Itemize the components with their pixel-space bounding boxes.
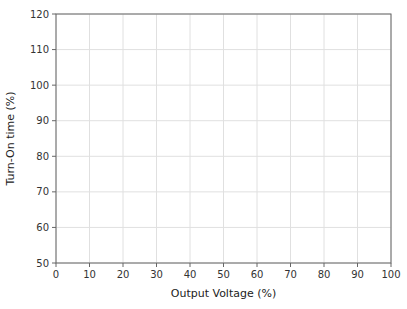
tick-label-x: 80	[318, 269, 331, 280]
axes: 0 10 20 30 40 50 60 70 80 90 100 50 60 70 80 90 100 110 12…	[30, 9, 401, 281]
grid-line-x	[123, 14, 124, 263]
tick-label-y: 70	[36, 186, 49, 197]
chart-container: 0 10 20 30 40 50 60 70 80 90 100 50 60 70 80 90 100 110 12…	[0, 0, 407, 309]
tick-y	[52, 120, 56, 121]
tick-label-x: 90	[351, 269, 364, 280]
tick-y	[52, 14, 56, 15]
tick-label-y: 110	[30, 44, 49, 55]
tick-label-x: 50	[217, 269, 230, 280]
grid-line-y	[56, 227, 391, 228]
grid-line-x	[290, 14, 291, 263]
tick-label-y: 120	[30, 9, 49, 20]
tick-label-x: 40	[184, 269, 197, 280]
grid-line-x	[257, 14, 258, 263]
grid-line-x	[156, 14, 157, 263]
grid-line-x	[357, 14, 358, 263]
chart: 0 10 20 30 40 50 60 70 80 90 100 50 60 70 80 90 100 110 12…	[0, 0, 407, 309]
tick-label-y: 60	[36, 222, 49, 233]
tick-x	[89, 263, 90, 267]
tick-y	[52, 191, 56, 192]
tick-x	[324, 263, 325, 267]
tick-label-y: 80	[36, 151, 49, 162]
tick-label-y: 90	[36, 115, 49, 126]
tick-label-x: 30	[150, 269, 163, 280]
tick-y	[52, 263, 56, 264]
grid-line-x	[223, 14, 224, 263]
tick-label-x: 100	[381, 269, 400, 280]
grid	[56, 14, 391, 263]
grid-line-y	[56, 191, 391, 192]
tick-x	[56, 263, 57, 267]
plot-background	[56, 14, 391, 263]
tick-x	[123, 263, 124, 267]
grid-line-x	[324, 14, 325, 263]
tick-x	[190, 263, 191, 267]
tick-label-x: 20	[117, 269, 130, 280]
x-axis-label: Output Voltage (%)	[171, 287, 277, 300]
y-axis-label: Turn-On time (%)	[4, 91, 17, 186]
grid-line-y	[56, 49, 391, 50]
tick-label-x: 10	[83, 269, 96, 280]
grid-line-y	[56, 85, 391, 86]
tick-x	[223, 263, 224, 267]
tick-label-y: 50	[36, 258, 49, 269]
tick-y	[52, 85, 56, 86]
grid-line-x	[190, 14, 191, 263]
tick-x	[156, 263, 157, 267]
tick-label-y: 100	[30, 80, 49, 91]
tick-label-x: 70	[284, 269, 297, 280]
tick-label-x: 60	[251, 269, 264, 280]
tick-x	[357, 263, 358, 267]
tick-y	[52, 156, 56, 157]
grid-line-y	[56, 120, 391, 121]
tick-label-x: 0	[53, 269, 59, 280]
grid-line-x	[89, 14, 90, 263]
grid-line-y	[56, 156, 391, 157]
tick-y	[52, 49, 56, 50]
plot-frame	[56, 14, 391, 263]
tick-x	[290, 263, 291, 267]
tick-y	[52, 227, 56, 228]
tick-x	[391, 263, 392, 267]
tick-x	[257, 263, 258, 267]
